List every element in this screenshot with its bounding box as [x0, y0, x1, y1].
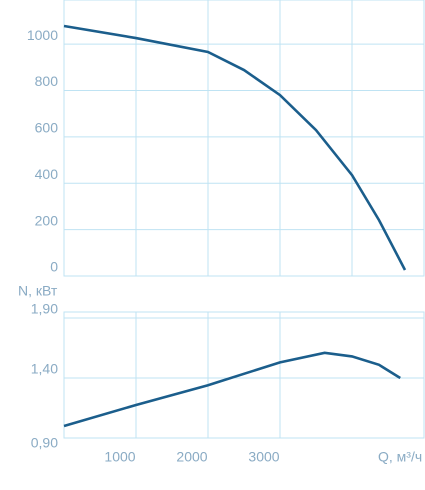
x-tick-label: 2000 — [176, 449, 207, 465]
data-line — [63, 24, 407, 271]
plot-frame — [63, 0, 425, 277]
x-axis-title: Q, м³/ч — [378, 449, 422, 465]
x-tick-label: 1000 — [104, 449, 135, 465]
y-tick-label: 200 — [35, 212, 59, 228]
y-tick-label: 600 — [35, 120, 59, 136]
y-tick-label: 1000 — [27, 27, 58, 43]
data-line — [63, 351, 401, 428]
y-axis-title: N, кВт — [18, 283, 58, 299]
x-tick-label: 3000 — [248, 449, 279, 465]
y-tick-label: 0 — [50, 259, 58, 275]
y-tick-label: 800 — [35, 73, 59, 89]
y-tick-label: 1,40 — [31, 361, 58, 377]
y-tick-label: 400 — [35, 166, 59, 182]
y-tick-label: 1,90 — [31, 301, 58, 317]
y-tick-label: 0,90 — [31, 435, 58, 451]
